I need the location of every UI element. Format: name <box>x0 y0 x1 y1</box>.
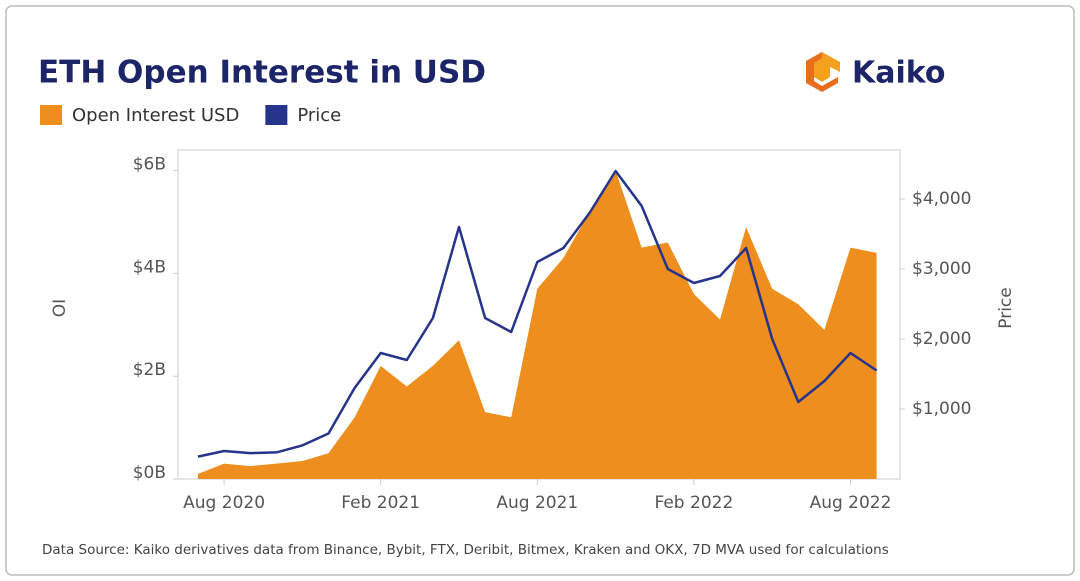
price-line <box>197 169 878 458</box>
legend-label: Price <box>297 105 341 126</box>
y-axis-label: OI <box>50 299 70 317</box>
y2-tick-label: $2,000 <box>912 329 971 349</box>
chart-title: ETH Open Interest in USD <box>38 55 486 91</box>
logo-text: Kaiko <box>852 56 946 91</box>
y-tick-label: $0B <box>133 463 166 483</box>
legend-swatch <box>40 105 62 125</box>
x-tick-label: Aug 2020 <box>183 493 265 513</box>
x-tick-label: Feb 2022 <box>655 493 734 513</box>
y2-tick-label: $1,000 <box>912 399 971 419</box>
legend-label: Open Interest USD <box>72 105 239 126</box>
x-tick-label: Feb 2021 <box>341 493 420 513</box>
y-tick-label: $2B <box>133 360 166 380</box>
source-note: Data Source: Kaiko derivatives data from… <box>42 542 889 558</box>
y2-axis-label: Price <box>996 287 1016 328</box>
y-tick-label: $4B <box>133 257 166 277</box>
y2-tick-label: $4,000 <box>912 189 971 209</box>
y-tick-label: $6B <box>133 155 166 175</box>
legend-swatch <box>265 105 288 125</box>
oi-area <box>198 170 877 479</box>
x-tick-label: Aug 2022 <box>810 493 892 513</box>
y2-tick-label: $3,000 <box>912 259 971 279</box>
logo-icon <box>806 52 840 92</box>
x-tick-label: Aug 2021 <box>496 493 578 513</box>
